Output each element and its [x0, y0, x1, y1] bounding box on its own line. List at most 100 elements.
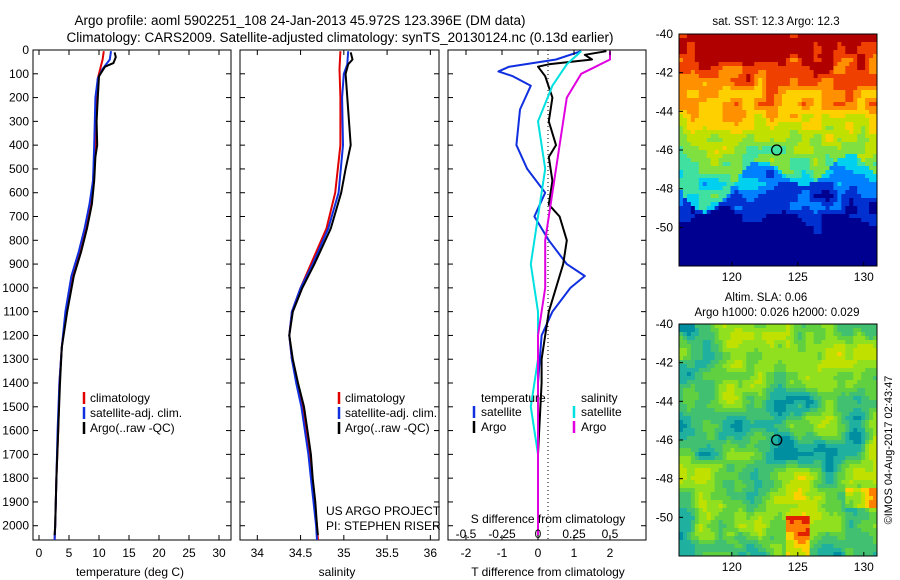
map-cell	[766, 392, 771, 397]
map-cell	[873, 158, 878, 163]
map-cell	[762, 194, 767, 199]
map-cell	[766, 50, 771, 55]
map-cell	[821, 190, 826, 195]
map-cell	[766, 388, 771, 393]
map-cell	[690, 468, 696, 473]
map-cell	[702, 70, 708, 75]
map-cell	[722, 464, 727, 469]
map-cell	[849, 162, 854, 167]
map-cell	[861, 78, 866, 83]
map-cell	[770, 396, 775, 401]
map-cell	[821, 464, 826, 469]
map-cell	[825, 448, 830, 453]
map-cell	[869, 138, 874, 143]
map-cell	[849, 70, 854, 75]
map-cell	[702, 388, 708, 393]
map-cell	[758, 424, 763, 429]
map-cell	[722, 46, 727, 51]
map-cell	[726, 126, 731, 131]
map-cell	[861, 464, 866, 469]
map-cell	[734, 432, 739, 437]
map-cell	[726, 388, 731, 393]
map-cell	[686, 460, 692, 465]
map-cell	[679, 368, 684, 373]
map-cell	[690, 436, 696, 441]
map-cell	[781, 238, 787, 243]
map-cell	[821, 166, 826, 171]
map-cell	[766, 118, 771, 123]
map-cell	[785, 158, 791, 163]
map-cell	[869, 50, 874, 55]
map-cell	[679, 380, 684, 385]
map-cell	[706, 130, 712, 135]
map-cell	[762, 372, 767, 377]
map-cell	[754, 400, 759, 405]
map-cell	[702, 456, 708, 461]
map-cell	[801, 364, 807, 369]
map-cell	[849, 384, 854, 389]
map-cell	[718, 130, 723, 135]
map-cell	[730, 460, 735, 465]
map-cell	[781, 58, 787, 63]
map-cell	[690, 134, 696, 139]
map-cell	[726, 66, 731, 71]
map-cell	[774, 368, 779, 373]
map-cell	[770, 58, 775, 63]
map-cell	[714, 182, 719, 187]
map-cell	[706, 376, 712, 381]
map-cell	[853, 336, 858, 341]
map-cell	[797, 368, 803, 373]
map-cell	[710, 226, 716, 231]
map-cell	[686, 94, 692, 99]
map-cell	[722, 460, 727, 465]
map-cell	[758, 254, 763, 259]
map-cell	[698, 328, 704, 333]
map-cell	[853, 174, 858, 179]
map-cell	[710, 448, 716, 453]
map-cell	[789, 42, 795, 47]
map-cell	[785, 412, 791, 417]
map-cell	[781, 178, 787, 183]
map-cell	[857, 170, 862, 175]
depth-tick-label: 1600	[2, 424, 29, 438]
map-cell	[805, 46, 811, 51]
map-cell	[821, 432, 826, 437]
map-cell	[758, 134, 763, 139]
map-cell	[726, 238, 731, 243]
map-cell	[726, 98, 731, 103]
map-cell	[714, 328, 719, 333]
map-cell	[821, 448, 826, 453]
map-cell	[758, 50, 763, 55]
map-cell	[754, 412, 759, 417]
map-cell	[797, 134, 803, 139]
map-cell	[714, 50, 719, 55]
map-cell	[774, 122, 779, 127]
map-cell	[821, 174, 826, 179]
map-cell	[853, 134, 858, 139]
map-cell	[785, 70, 791, 75]
map-cell	[714, 440, 719, 445]
map-cell	[758, 210, 763, 215]
map-cell	[869, 198, 874, 203]
map-cell	[797, 420, 803, 425]
map-cell	[797, 122, 803, 127]
map-cell	[857, 254, 862, 259]
map-cell	[833, 456, 838, 461]
map-cell	[774, 234, 779, 239]
map-cell	[797, 98, 803, 103]
map-cell	[698, 78, 704, 83]
map-cell	[793, 82, 799, 87]
map-cell	[730, 206, 735, 211]
map-cell	[702, 242, 708, 247]
map-cell	[821, 246, 826, 251]
map-cell	[742, 110, 747, 115]
map-cell	[785, 198, 791, 203]
map-cell	[801, 86, 807, 91]
map-cell	[710, 122, 716, 127]
map-cell	[865, 86, 870, 91]
map-cell	[750, 118, 755, 123]
map-cell	[730, 468, 735, 473]
map-cell	[821, 110, 826, 115]
map-cell	[873, 404, 878, 409]
map-cell	[742, 340, 747, 345]
